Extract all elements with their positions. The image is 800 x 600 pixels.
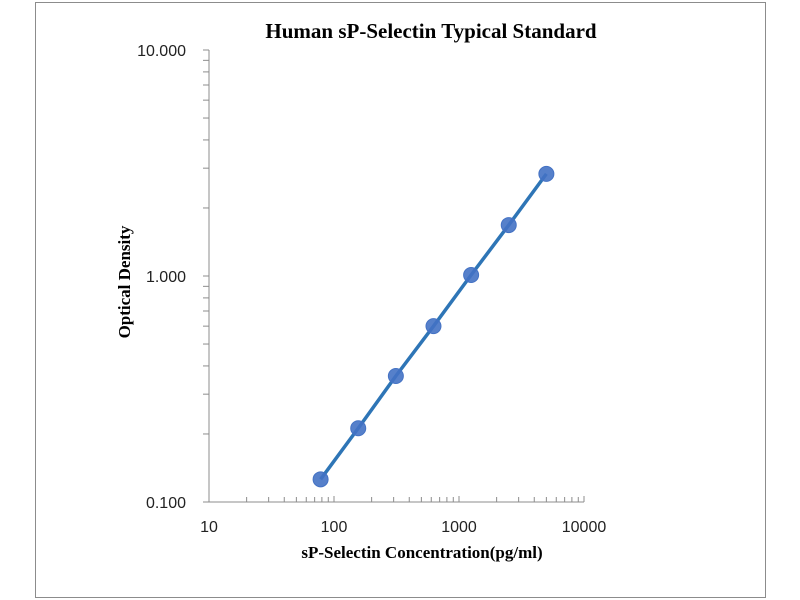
axes: 10 100 1000 10000 0.100 1.000 10.000: [137, 43, 606, 536]
data-point: [350, 420, 367, 437]
data-point: [500, 217, 517, 234]
x-tick-label: 10000: [562, 519, 607, 536]
x-tick-label: 1000: [441, 519, 477, 536]
x-tick-label: 100: [321, 519, 348, 536]
plot-area: [312, 165, 555, 488]
data-point: [538, 165, 555, 182]
x-tick-label: 10: [200, 519, 218, 536]
y-axis-label: Optical Density: [115, 225, 134, 338]
y-tick-label: 1.000: [146, 269, 186, 286]
y-tick-label: 0.100: [146, 495, 186, 512]
x-axis-label: sP-Selectin Concentration(pg/ml): [301, 543, 542, 562]
data-point: [387, 368, 404, 385]
data-point: [312, 471, 329, 488]
chart-title: Human sP-Selectin Typical Standard: [265, 19, 597, 43]
data-point: [425, 318, 442, 335]
data-point: [463, 267, 480, 284]
chart-frame: [35, 2, 766, 598]
y-tick-label: 10.000: [137, 43, 186, 60]
